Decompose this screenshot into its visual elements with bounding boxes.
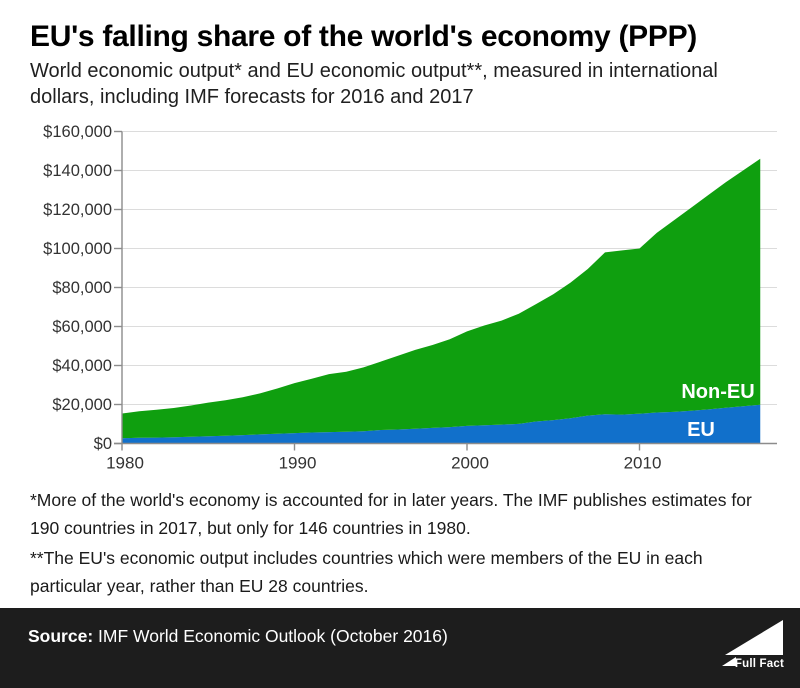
page-subtitle: World economic output* and EU economic o… xyxy=(30,60,718,108)
area-non-eu xyxy=(122,158,761,439)
legend-label-non-eu: Non-EU xyxy=(681,381,754,403)
y-tick-label: $20,000 xyxy=(52,396,112,414)
source-value: IMF World Economic Outlook (October 2016… xyxy=(93,626,448,646)
footnote-countries-coverage: *More of the world's economy is accounte… xyxy=(30,490,752,538)
area-eu xyxy=(122,404,761,444)
fullfact-triangle-icon xyxy=(725,620,783,655)
page-title: EU's falling share of the world's econom… xyxy=(30,20,697,53)
y-tick-label: $0 xyxy=(94,435,112,453)
x-tick-label: 2010 xyxy=(624,454,662,473)
source-label: Source: xyxy=(28,626,94,646)
y-tick-label: $100,000 xyxy=(43,240,112,258)
y-tick-label: $120,000 xyxy=(43,201,112,219)
y-tick-label: $80,000 xyxy=(52,279,112,297)
y-tick-label: $40,000 xyxy=(52,357,112,375)
source-line: Source: IMF World Economic Outlook (Octo… xyxy=(28,626,448,647)
x-tick-label: 2000 xyxy=(451,454,489,473)
x-tick-label: 1990 xyxy=(279,454,317,473)
y-tick-label: $160,000 xyxy=(43,123,112,141)
fullfact-logo: Full Fact xyxy=(722,620,784,668)
y-tick-label: $60,000 xyxy=(52,318,112,336)
footnote-eu-membership: **The EU's economic output includes coun… xyxy=(30,548,703,596)
source-bar: Source: IMF World Economic Outlook (Octo… xyxy=(0,608,800,688)
legend-label-eu: EU xyxy=(687,419,715,441)
y-tick-label: $140,000 xyxy=(43,162,112,180)
fullfact-logo-text: Full Fact xyxy=(735,658,784,668)
fullfact-wedge-icon xyxy=(722,657,736,666)
x-tick-label: 1980 xyxy=(106,454,144,473)
